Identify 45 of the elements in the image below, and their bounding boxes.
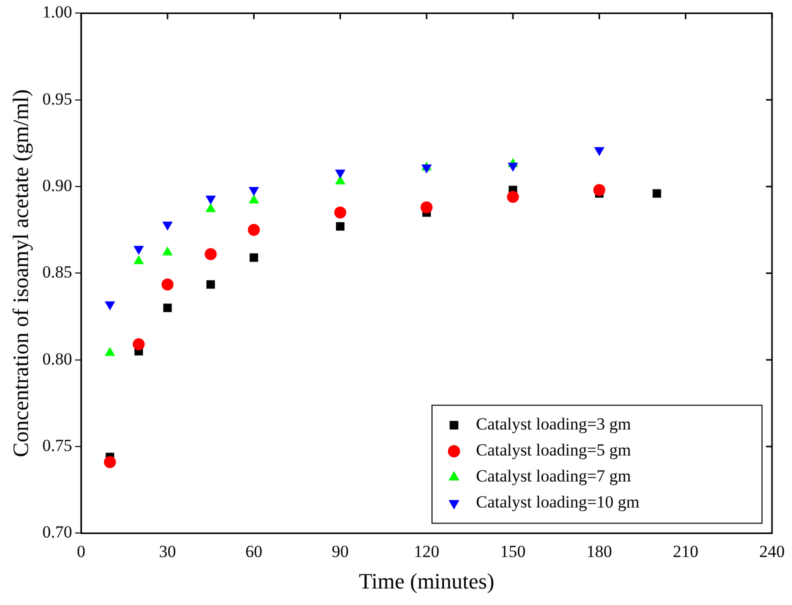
point [593, 184, 606, 196]
x-tick-label: 60 [245, 542, 262, 561]
point [162, 278, 174, 290]
point [335, 170, 346, 179]
point [104, 301, 116, 310]
point [421, 164, 432, 174]
y-tick-label: 0.75 [42, 436, 72, 455]
x-tick-label: 240 [759, 542, 785, 561]
point [248, 224, 260, 236]
legend-label: Catalyst loading=7 gm [476, 466, 632, 486]
point [652, 189, 662, 198]
x-tick-label: 0 [76, 542, 86, 561]
y-tick-label: 1.00 [42, 2, 72, 22]
x-tick-label: 180 [586, 542, 612, 561]
point [506, 190, 519, 203]
point [420, 201, 433, 214]
point [594, 147, 604, 156]
point [134, 246, 144, 255]
x-tick-label: 210 [672, 542, 698, 561]
point [248, 187, 260, 196]
point [163, 304, 172, 312]
legend-label: Catalyst loading=10 gm [476, 492, 640, 512]
point [204, 248, 217, 260]
y-tick-label: 0.90 [42, 176, 72, 195]
y-tick-label: 0.85 [42, 262, 72, 282]
legend-label: Catalyst loading=5 gm [476, 440, 632, 460]
y-axis-title: Concentration of isoamyl acetate (gm/ml) [8, 89, 33, 458]
point [205, 196, 216, 205]
y-tick-label: 0.95 [42, 89, 72, 108]
point [104, 456, 116, 468]
x-tick-label: 90 [332, 542, 349, 561]
x-tick-label: 30 [159, 542, 176, 561]
point [162, 222, 173, 231]
point [336, 222, 344, 231]
point [132, 338, 145, 350]
point [508, 162, 518, 172]
x-tick-label: 120 [414, 542, 440, 561]
x-axis-title: Time (minutes) [358, 568, 494, 594]
x-tick-label: 150 [500, 542, 526, 561]
point [250, 253, 258, 262]
legend-label: Catalyst loading=3 gm [476, 414, 632, 434]
point [334, 206, 346, 219]
y-tick-label: 0.80 [42, 349, 72, 368]
point [206, 280, 215, 289]
y-tick-label: 0.70 [42, 522, 72, 542]
